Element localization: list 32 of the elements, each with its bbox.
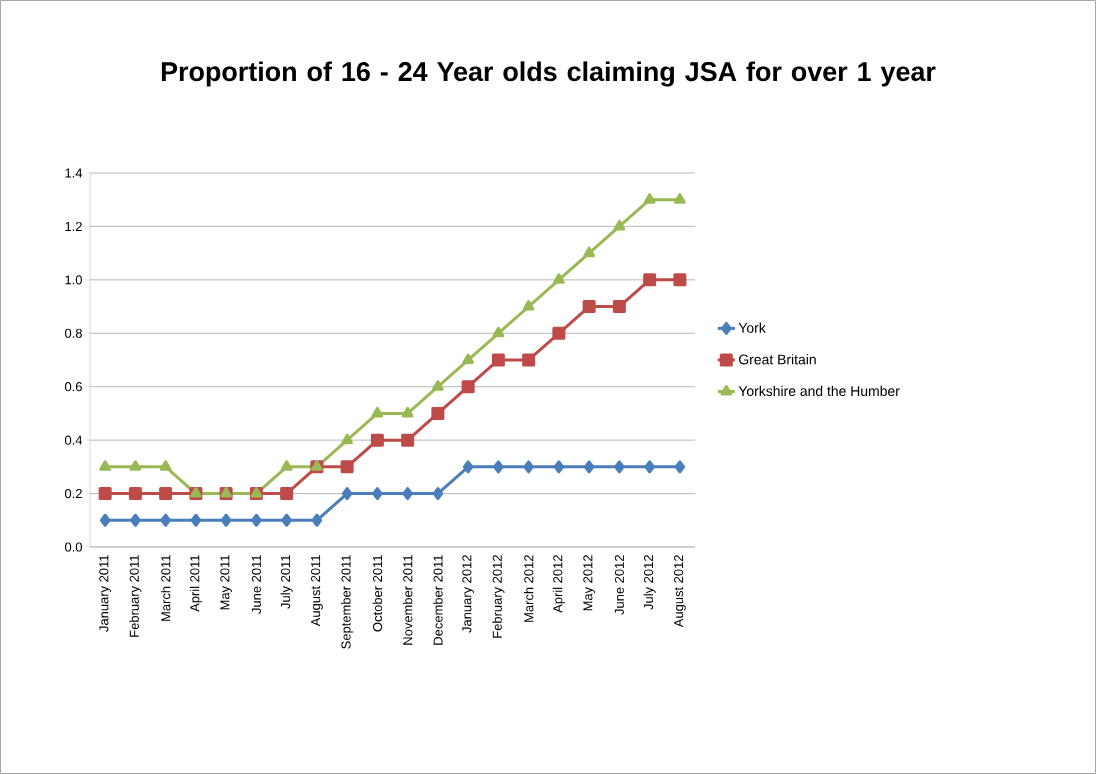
x-tick-label: December 2011 bbox=[433, 555, 443, 645]
x-tick-label: June 2011 bbox=[251, 555, 261, 614]
x-tick-label: April 2011 bbox=[189, 555, 202, 612]
x-tick-label: February 2012 bbox=[492, 555, 505, 638]
x-tick-label: April 2012 bbox=[552, 555, 565, 613]
legend-label: Yorkshire and the Humber bbox=[738, 385, 900, 397]
x-tick-label: May 2011 bbox=[220, 555, 232, 610]
x-tick-label: November 2011 bbox=[402, 555, 413, 645]
x-tick-label: May 2012 bbox=[583, 555, 595, 611]
x-tick-label: January 2012 bbox=[462, 555, 474, 633]
x-tick-label: March 2011 bbox=[160, 555, 171, 621]
x-tick-label: February 2011 bbox=[129, 555, 142, 637]
y-tick-label: 1.4 bbox=[65, 168, 83, 178]
x-tick-label: August 2011 bbox=[311, 555, 323, 627]
x-tick-label: January 2011 bbox=[99, 555, 111, 632]
legend-label: York bbox=[738, 322, 766, 333]
x-tick-label: September 2011 bbox=[341, 555, 354, 649]
legend-label: Great Britain bbox=[739, 354, 816, 365]
y-tick-label: 0.4 bbox=[64, 435, 83, 445]
y-tick-label: 0.6 bbox=[64, 382, 82, 392]
y-tick-label: 0.8 bbox=[64, 328, 82, 338]
y-tick-label: 1.0 bbox=[65, 275, 82, 285]
x-tick-label: March 2012 bbox=[523, 555, 534, 622]
y-tick-label: 1.2 bbox=[65, 221, 82, 231]
x-tick-label: July 2011 bbox=[280, 555, 293, 609]
x-tick-label: October 2011 bbox=[372, 555, 383, 632]
x-tick-label: July 2012 bbox=[643, 555, 656, 610]
x-tick-label: August 2012 bbox=[674, 555, 686, 628]
x-tick-label: June 2012 bbox=[614, 555, 624, 615]
y-tick-label: 0.0 bbox=[64, 542, 82, 552]
chart-title: Proportion of 16 - 24 Year olds claiming JSA for over 1 year bbox=[161, 61, 936, 87]
y-tick-label: 0.2 bbox=[64, 488, 82, 499]
